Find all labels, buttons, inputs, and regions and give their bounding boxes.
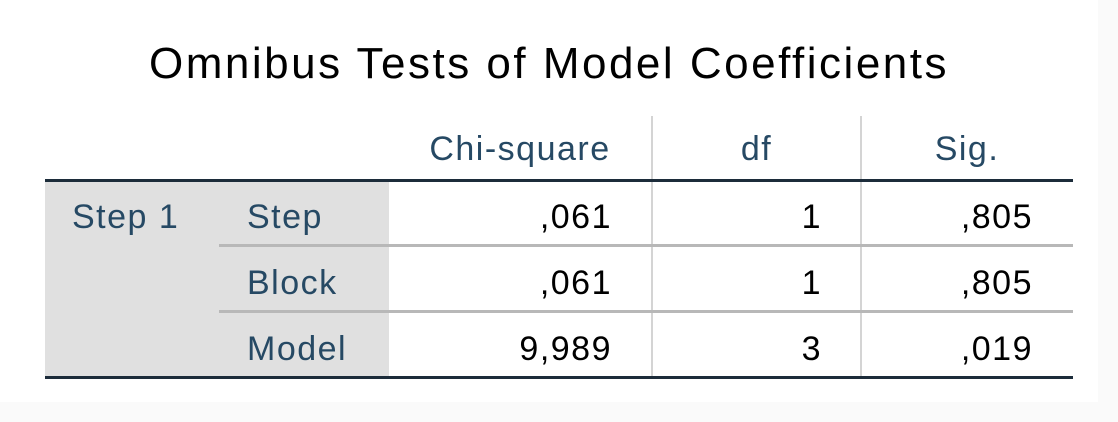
column-divider: [860, 116, 862, 378]
header-rule: [45, 179, 1073, 182]
row-label-background: [45, 181, 389, 377]
column-divider: [651, 116, 653, 378]
chi-square-value: 9,989: [519, 330, 612, 368]
row-separator: [219, 310, 1073, 313]
df-value: 3: [801, 330, 822, 368]
row-label-step: Step: [247, 198, 323, 236]
column-header-sig: Sig.: [934, 130, 1000, 168]
table-title: Omnibus Tests of Model Coefficients: [149, 39, 949, 88]
chi-square-value: ,061: [539, 198, 612, 236]
df-value: 1: [801, 198, 822, 236]
column-header-df: df: [740, 130, 773, 168]
output-panel: Omnibus Tests of Model Coefficients Chi-…: [45, 39, 1073, 379]
df-value: 1: [801, 264, 822, 302]
row-label-model: Model: [247, 330, 348, 368]
row-label-block: Block: [247, 264, 338, 302]
group-label-step-1: Step 1: [72, 198, 180, 236]
column-header-chi-square: Chi-square: [429, 130, 611, 168]
sig-value: ,019: [960, 330, 1033, 368]
row-separator: [219, 244, 1073, 247]
chi-square-value: ,061: [539, 264, 612, 302]
footer-rule: [45, 376, 1073, 379]
sig-value: ,805: [960, 198, 1033, 236]
sig-value: ,805: [960, 264, 1033, 302]
